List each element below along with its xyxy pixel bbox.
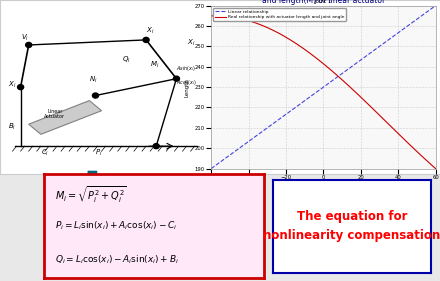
Text: Joint 1: Joint 1: [315, 0, 332, 4]
Text: $Q_i = L_i \cos(x_i) - A_i \sin(x_i) + B_i$: $Q_i = L_i \cos(x_i) - A_i \sin(x_i) + B…: [55, 253, 179, 266]
Real relationship with actuator length and joint angle: [330, 70, 336, 74]
Linear relationship: [433, 4, 438, 7]
Real relationship with actuator length and joint angle: [213, 14, 218, 17]
Circle shape: [173, 76, 180, 81]
Line: Real relationship with actuator length and joint angle: Real relationship with actuator length a…: [211, 16, 436, 169]
Text: $P_i$: $P_i$: [95, 148, 103, 158]
Circle shape: [92, 93, 99, 98]
Linear relationship: [428, 8, 433, 11]
Text: Linear
Actuator: Linear Actuator: [44, 109, 66, 119]
Real relationship with actuator length and joint angle: [317, 59, 322, 62]
Text: $Asin(x_i)$: $Asin(x_i)$: [176, 64, 196, 73]
Linear relationship: [315, 90, 320, 93]
Text: $X_i$: $X_i$: [187, 38, 195, 48]
Linear relationship: [342, 70, 348, 73]
Text: $C_i$: $C_i$: [41, 148, 49, 158]
Text: $V_i$: $V_i$: [21, 33, 29, 43]
Circle shape: [153, 144, 159, 149]
Text: $P_i = L_i \sin(x_i) + A_i \cos(x_i) - C_i$: $P_i = L_i \sin(x_i) + A_i \cos(x_i) - C…: [55, 220, 177, 232]
Title: Nonlinearity between joint angle(X)
and length(M) of linear actuator: Nonlinearity between joint angle(X) and …: [255, 0, 392, 5]
FancyArrowPatch shape: [84, 171, 101, 228]
Text: $Acos(x_i)$: $Acos(x_i)$: [176, 78, 198, 87]
Y-axis label: Length: Length: [184, 78, 189, 97]
Text: $X_i$: $X_i$: [146, 26, 154, 36]
Real relationship with actuator length and joint angle: [209, 14, 214, 18]
Polygon shape: [29, 101, 102, 134]
Circle shape: [18, 85, 24, 90]
Text: $N_i$: $N_i$: [89, 75, 98, 85]
Linear relationship: [392, 33, 398, 37]
Real relationship with actuator length and joint angle: [315, 58, 321, 61]
Circle shape: [26, 42, 32, 47]
Real relationship with actuator length and joint angle: [428, 162, 433, 166]
Real relationship with actuator length and joint angle: [393, 129, 398, 133]
Text: $M_i = \sqrt{P_i^2 + Q_i^2}$: $M_i = \sqrt{P_i^2 + Q_i^2}$: [55, 185, 127, 205]
Linear relationship: [330, 79, 335, 82]
Text: $B_i$: $B_i$: [8, 122, 17, 132]
Real relationship with actuator length and joint angle: [343, 81, 348, 84]
Linear relationship: [209, 167, 214, 170]
Legend: Linear relationship, Real relationship with actuator length and joint angle: Linear relationship, Real relationship w…: [213, 8, 346, 21]
Text: The equation for
nonlinearity compensation: The equation for nonlinearity compensati…: [264, 210, 440, 242]
Real relationship with actuator length and joint angle: [433, 167, 438, 170]
Text: $M_i$: $M_i$: [150, 60, 159, 70]
Line: Linear relationship: Linear relationship: [211, 6, 436, 169]
Circle shape: [143, 37, 149, 42]
X-axis label: Theta (degree): Theta (degree): [303, 185, 344, 191]
Text: $X_i$: $X_i$: [8, 80, 17, 90]
Linear relationship: [316, 89, 322, 92]
Text: $Q_i$: $Q_i$: [122, 55, 131, 65]
